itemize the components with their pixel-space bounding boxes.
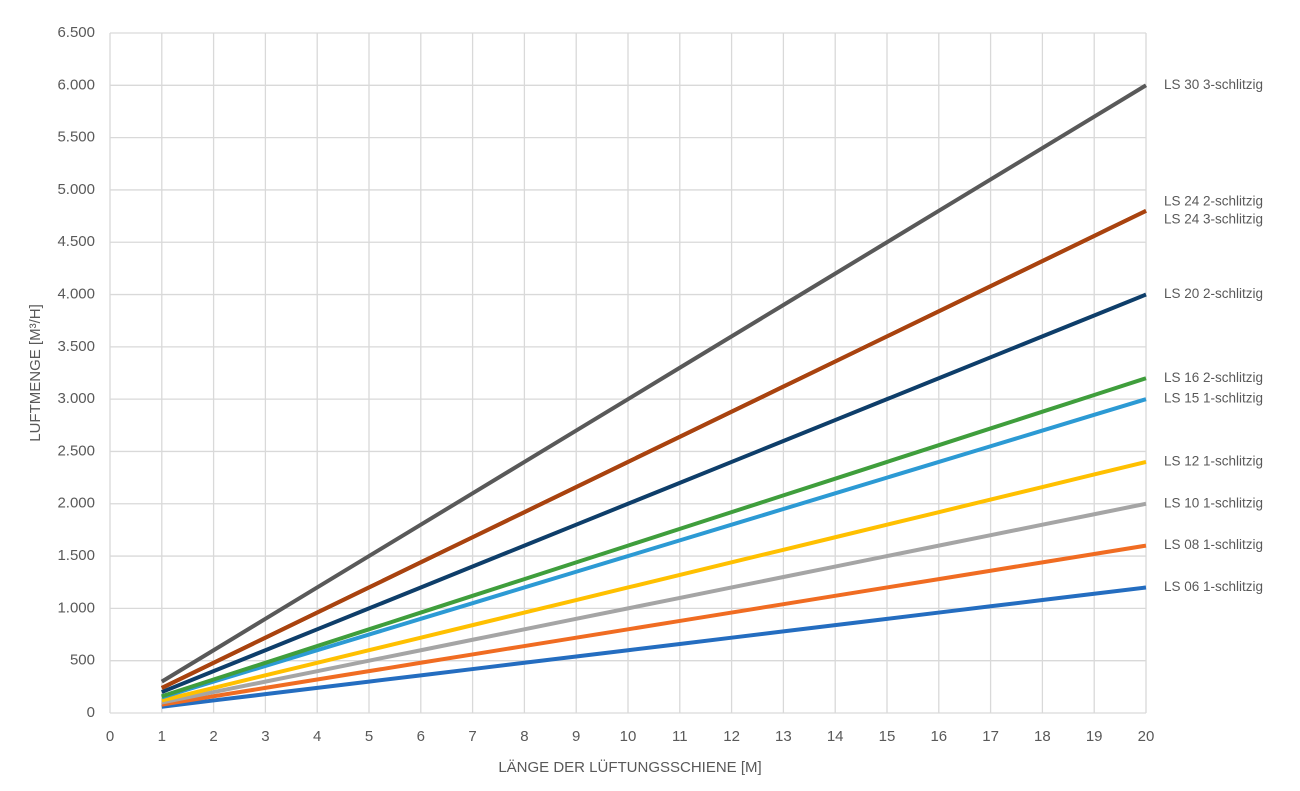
legend-label: LS 24 2-schlitzig [1164,193,1263,208]
x-tick-label: 17 [982,728,999,745]
series-line [160,83,1148,684]
series-line [160,209,1147,690]
x-tick-label: 16 [930,728,947,745]
x-tick-label: 14 [827,728,844,745]
x-tick-label: 0 [106,728,114,745]
x-tick-label: 5 [365,728,373,745]
x-tick-label: 20 [1138,728,1155,745]
x-tick-label: 10 [620,728,637,745]
x-tick-label: 9 [572,728,580,745]
series-line [161,501,1147,705]
x-tick-label: 4 [313,728,321,745]
y-tick-label: 3.500 [57,338,95,355]
y-tick-label: 1.000 [57,599,95,616]
legend-label: LS 30 3-schlitzig [1164,77,1263,92]
x-tick-label: 7 [468,728,476,745]
y-tick-label: 2.000 [57,495,95,512]
x-tick-label: 11 [672,728,688,745]
x-tick-label: 8 [520,728,528,745]
legend-label: LS 08 1-schlitzig [1164,537,1263,552]
y-tick-label: 0 [87,704,95,721]
legend-label: LS 12 1-schlitzig [1164,453,1263,468]
y-tick-label: 5.000 [57,181,95,198]
x-tick-label: 18 [1034,728,1051,745]
x-tick-label: 13 [775,728,792,745]
y-tick-label: 6.000 [57,76,95,93]
series-line [161,585,1147,709]
series-line [161,397,1147,700]
series-line [161,543,1147,707]
legend-label: LS 06 1-schlitzig [1164,579,1263,594]
y-axis-label: LUFTMENGE [M³/H] [27,304,44,442]
series-line [161,376,1147,699]
x-tick-label: 3 [261,728,269,745]
y-tick-label: 500 [70,652,95,669]
legend-label: LS 20 2-schlitzig [1164,286,1263,301]
x-tick-label: 12 [723,728,740,745]
y-tick-label: 6.500 [57,24,95,41]
series-line [161,292,1147,694]
y-tick-label: 1.500 [57,547,95,564]
x-tick-label: 2 [209,728,217,745]
x-tick-label: 6 [417,728,425,745]
series-line [161,459,1147,703]
legend-label: LS 10 1-schlitzig [1164,495,1263,510]
y-tick-label: 4.000 [57,286,95,303]
legend-label: LS 16 2-schlitzig [1164,370,1263,385]
y-tick-label: 4.500 [57,233,95,250]
y-tick-label: 3.000 [57,390,95,407]
legend-label: LS 15 1-schlitzig [1164,391,1263,406]
x-tick-label: 19 [1086,728,1103,745]
legend-label: LS 24 3-schlitzig [1164,211,1263,226]
y-tick-label: 2.500 [57,442,95,459]
y-tick-label: 5.500 [57,129,95,146]
x-axis-label: LÄNGE DER LÜFTUNGSSCHIENE [M] [498,758,761,776]
x-tick-label: 1 [158,728,166,745]
x-tick-label: 15 [879,728,896,745]
